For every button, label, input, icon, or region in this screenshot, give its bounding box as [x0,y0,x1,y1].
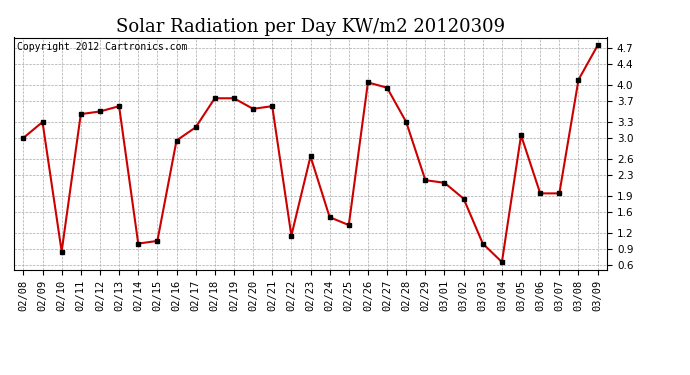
Title: Solar Radiation per Day KW/m2 20120309: Solar Radiation per Day KW/m2 20120309 [116,18,505,36]
Text: Copyright 2012 Cartronics.com: Copyright 2012 Cartronics.com [17,42,187,52]
